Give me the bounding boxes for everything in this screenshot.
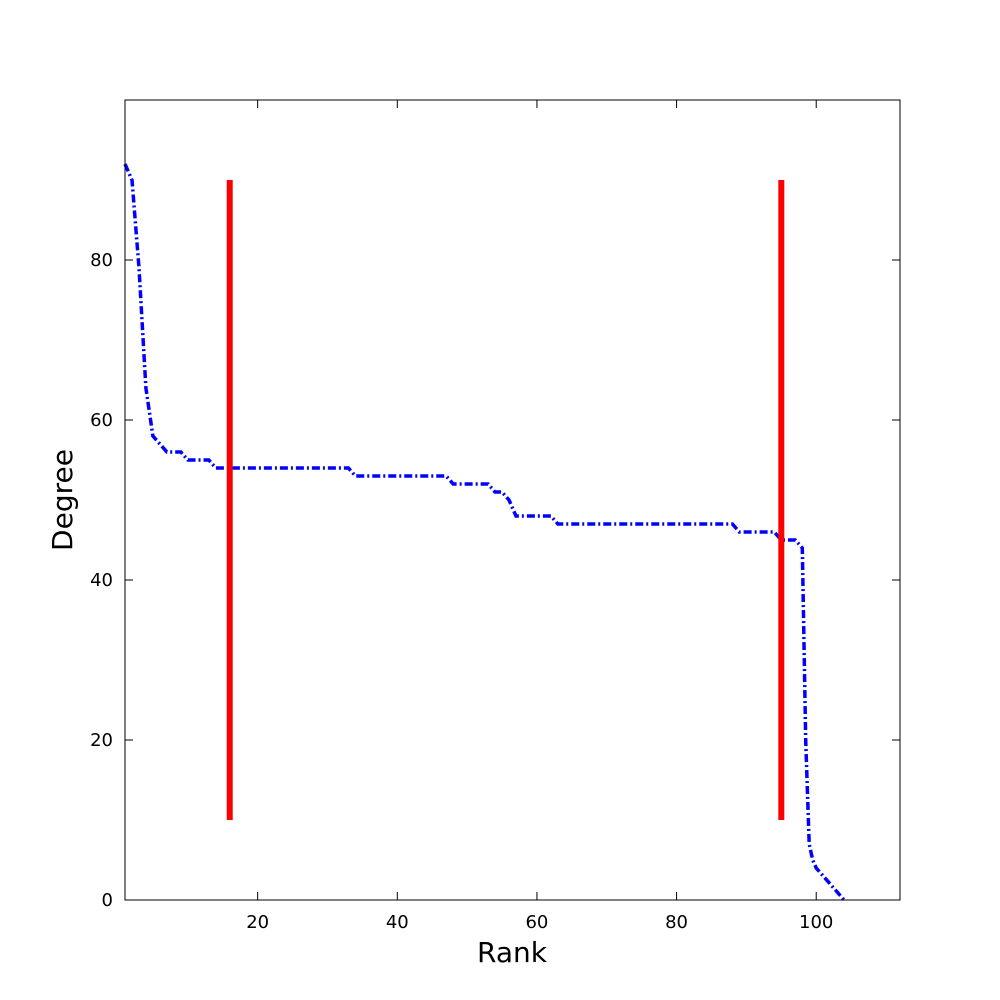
series-layer — [123, 163, 846, 902]
x-tick-label: 40 — [386, 912, 409, 933]
y-tick-label: 20 — [90, 730, 113, 751]
x-axis-label: Rank — [477, 936, 548, 969]
x-tick-label: 80 — [665, 912, 688, 933]
x-tick-label: 60 — [525, 912, 548, 933]
plot-frame — [124, 99, 901, 901]
y-axis-label: Degree — [46, 449, 79, 551]
y-tick-label: 40 — [90, 570, 113, 591]
plot-area — [125, 100, 900, 900]
x-tick-label: 100 — [799, 912, 833, 933]
series-line-0 — [123, 163, 846, 902]
y-tick-label: 0 — [102, 890, 113, 911]
tick-layer: 20 40 60 80 100 0 20 40 60 80 — [90, 100, 900, 933]
vline-layer — [226, 180, 785, 820]
y-tick-label: 80 — [90, 250, 113, 271]
y-tick-label: 60 — [90, 410, 113, 431]
x-tick-label: 20 — [246, 912, 269, 933]
